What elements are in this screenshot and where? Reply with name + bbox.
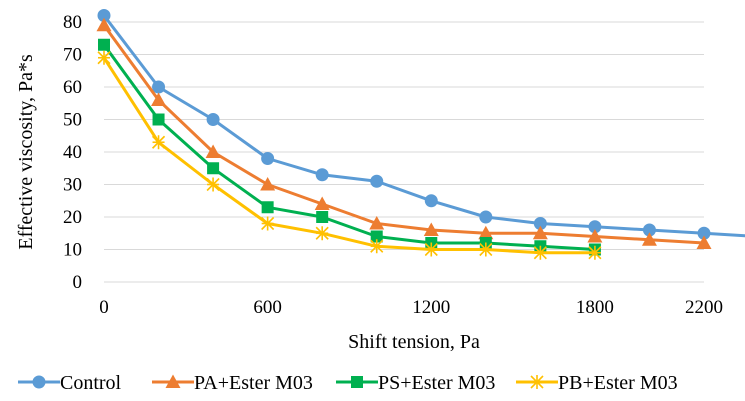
x-tick-label: 600 <box>253 297 282 318</box>
x-axis-ticks: 0 600 1200 1800 2200 <box>99 297 723 318</box>
data-point-ps-ester-m03 <box>370 230 383 243</box>
data-point-control <box>479 210 493 224</box>
y-tick-label: 40 <box>63 142 82 163</box>
data-point-pb-ester-m03 <box>315 226 329 241</box>
data-point-pb-ester-m03 <box>151 135 166 150</box>
data-point-pa-ester-m03 <box>314 196 330 210</box>
data-point-pb-ester-m03 <box>97 50 111 65</box>
data-point-ps-ester-m03 <box>261 201 274 214</box>
y-tick-label: 0 <box>73 272 83 293</box>
data-point-pa-ester-m03 <box>532 225 548 240</box>
data-point-pa-ester-m03 <box>423 222 439 236</box>
y-tick-label: 10 <box>63 240 82 261</box>
series-line-control <box>102 14 745 238</box>
data-point-ps-ester-m03 <box>207 162 220 175</box>
data-point-pa-ester-m03 <box>260 177 276 191</box>
series-line-pa-ester-m03 <box>102 24 705 245</box>
legend-label: PB+Ester M03 <box>558 372 678 394</box>
x-tick-label: 0 <box>99 297 109 318</box>
data-point-pa-ester-m03 <box>478 225 494 240</box>
y-tick-label: 50 <box>63 110 82 131</box>
data-point-pb-ester-m03 <box>533 245 547 260</box>
legend-label: PS+Ester M03 <box>378 372 495 394</box>
legend-swatch-marker <box>32 375 46 389</box>
y-tick-label: 30 <box>63 175 82 196</box>
legend-label: PA+Ester M03 <box>194 372 313 394</box>
data-point-pa-ester-m03 <box>151 92 167 106</box>
y-tick-label: 60 <box>63 77 82 98</box>
data-point-control <box>370 174 384 188</box>
series-line-pb-ester-m03 <box>102 56 595 255</box>
legend: Control PA+Ester M03 PS+Ester M03 PB+Ester … <box>18 372 678 394</box>
data-point-control <box>424 194 438 208</box>
y-axis-title: Effective viscosity, Pa*s <box>15 54 37 250</box>
data-point-pa-ester-m03 <box>369 216 385 230</box>
legend-swatch-marker <box>530 375 544 389</box>
data-point-control <box>261 152 275 165</box>
legend-item-pa-ester-m03: PA+Ester M03 <box>152 372 313 394</box>
data-point-pb-ester-m03 <box>370 239 384 254</box>
data-point-ps-ester-m03 <box>152 113 165 126</box>
legend-item-ps-ester-m03: PS+Ester M03 <box>336 372 495 394</box>
series-line-ps-ester-m03 <box>102 43 595 251</box>
legend-swatch-marker <box>351 376 363 388</box>
legend-item-pb-ester-m03: PB+Ester M03 <box>516 372 678 394</box>
data-point-pb-ester-m03 <box>588 245 602 260</box>
y-tick-label: 70 <box>63 45 82 66</box>
data-point-pb-ester-m03 <box>479 242 493 257</box>
data-point-control <box>315 168 329 182</box>
x-tick-label: 1800 <box>576 297 614 318</box>
legend-item-control: Control <box>18 372 122 394</box>
x-tick-label: 2200 <box>685 297 723 318</box>
series-group <box>96 9 745 260</box>
legend-label: Control <box>60 372 122 394</box>
series-control <box>97 9 745 240</box>
x-axis-title: Shift tension, Pa <box>348 331 480 353</box>
data-point-pb-ester-m03 <box>206 177 220 192</box>
series-pb-ester-m03 <box>97 50 602 260</box>
gridlines <box>104 21 704 283</box>
data-point-pa-ester-m03 <box>587 229 603 243</box>
data-point-control <box>152 80 166 94</box>
data-point-ps-ester-m03 <box>316 211 329 223</box>
y-axis-ticks: 0 10 20 30 40 50 60 70 80 <box>63 12 82 293</box>
data-point-pa-ester-m03 <box>641 232 657 246</box>
data-point-pa-ester-m03 <box>696 235 712 249</box>
data-point-pa-ester-m03 <box>205 144 221 158</box>
data-point-ps-ester-m03 <box>98 38 110 51</box>
data-point-control <box>206 113 220 126</box>
data-point-pb-ester-m03 <box>261 216 275 231</box>
y-tick-label: 80 <box>63 12 82 33</box>
x-tick-label: 1200 <box>412 297 450 318</box>
data-point-pb-ester-m03 <box>424 242 438 257</box>
y-tick-label: 20 <box>63 207 82 228</box>
legend-swatch-marker <box>165 374 181 388</box>
data-point-pa-ester-m03 <box>96 17 112 32</box>
series-pa-ester-m03 <box>96 17 712 249</box>
